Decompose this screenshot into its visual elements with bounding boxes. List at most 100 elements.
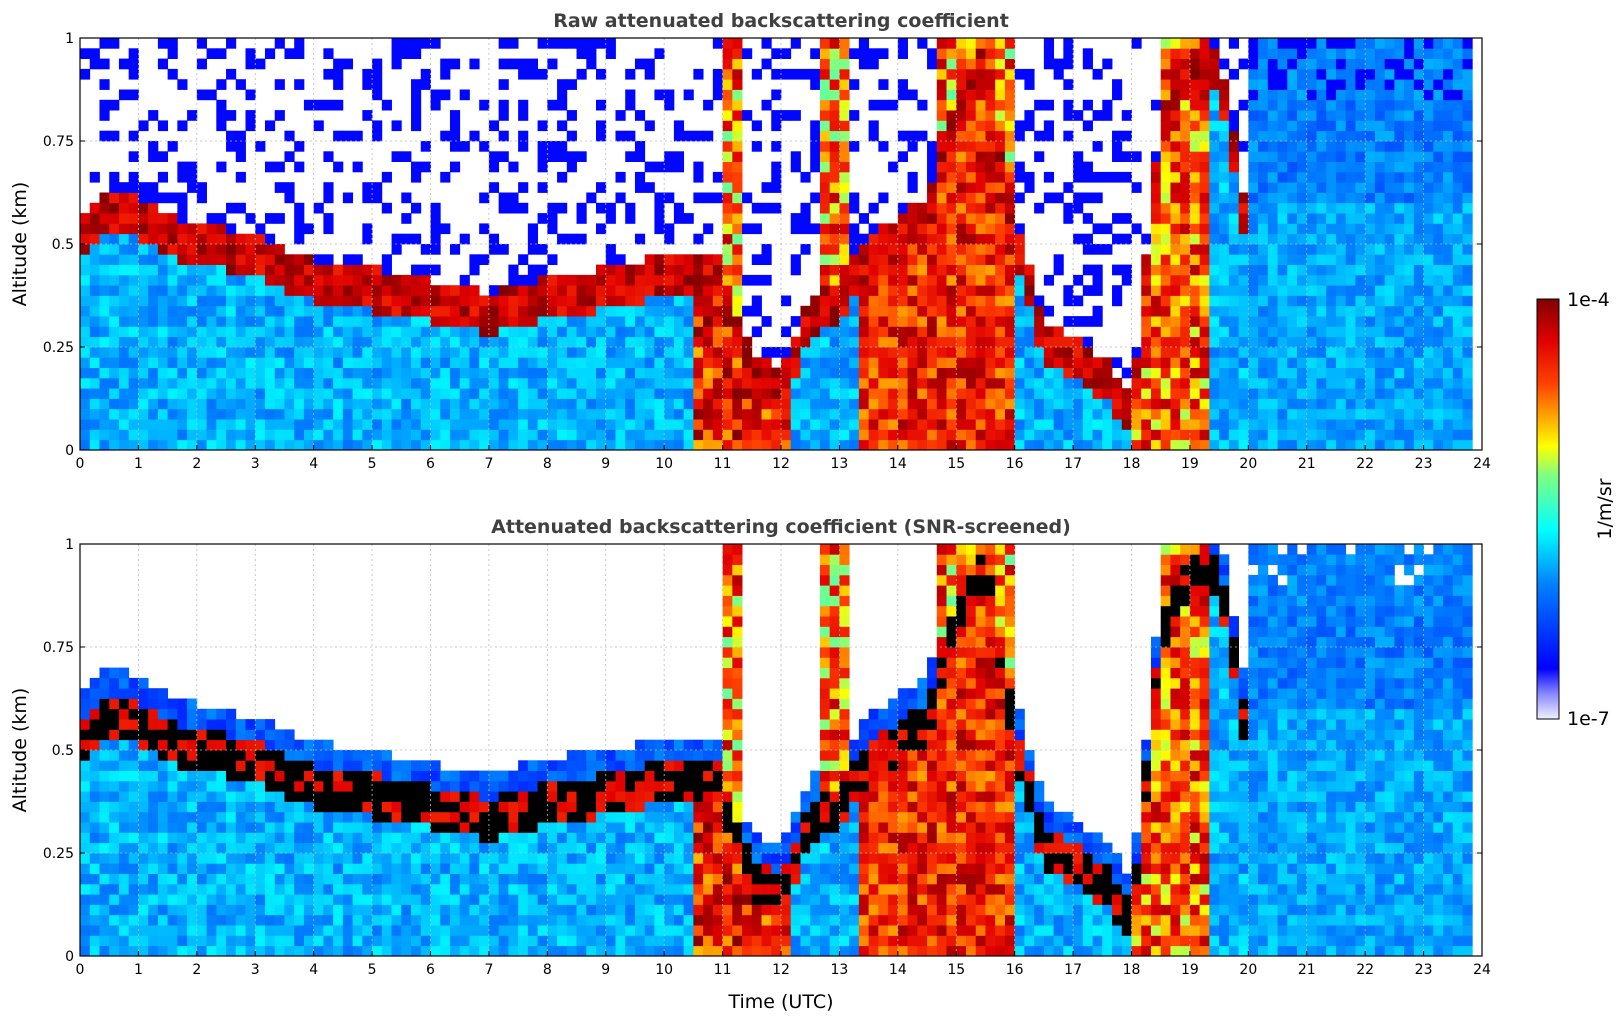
heatmap-cell [839,79,850,90]
heatmap-cell [294,935,305,947]
heatmap-cell [936,99,947,111]
heatmap-cell [99,925,110,936]
heatmap-cell [557,151,568,162]
heatmap-cell [1121,110,1132,121]
heatmap-cell [109,295,120,307]
heatmap-cell [849,408,860,420]
heatmap-cell [342,336,354,348]
heatmap-cell [927,357,938,368]
heatmap-cell [829,439,840,451]
heatmap-cell [1297,316,1308,327]
heatmap-cell [557,120,568,132]
heatmap-cell [936,274,947,286]
heatmap-cell [196,336,207,348]
heatmap-cell [586,38,597,49]
heatmap-cell [800,244,811,255]
heatmap-cell [1287,38,1298,49]
heatmap-cell [196,780,207,792]
heatmap-cell [1121,274,1132,286]
heatmap-cell [391,38,402,49]
heatmap-cell [1258,151,1269,162]
heatmap-cell [1141,347,1152,358]
heatmap-cell [781,419,792,430]
heatmap-cell [1073,233,1084,245]
heatmap-cell [80,698,91,710]
heatmap-cell [1267,89,1278,101]
heatmap-cell [722,336,733,348]
heatmap-cell [576,326,587,338]
heatmap-cell [1355,377,1366,389]
heatmap-cell [187,698,198,710]
heatmap-cell [1345,233,1356,245]
heatmap-cell [255,398,266,410]
heatmap-cell [1443,141,1454,152]
heatmap-cell [99,357,110,368]
heatmap-cell [995,254,1006,265]
heatmap-cell [566,316,577,327]
heatmap-cell [693,233,704,245]
heatmap-cell [537,182,548,193]
heatmap-cell [1248,439,1259,451]
heatmap-cell [644,120,655,132]
heatmap-cell [1365,274,1376,286]
heatmap-cell [596,398,607,410]
heatmap-cell [1043,408,1055,420]
heatmap-cell [274,822,285,833]
heatmap-cell [1423,264,1434,276]
heatmap-cell [303,429,315,441]
heatmap-cell [1258,182,1269,193]
y-axis-ticks: 00.250.50.751 [43,31,1482,459]
heatmap-cell [177,883,188,895]
heatmap-cell [177,79,188,90]
heatmap-cell [888,316,899,327]
heatmap-cell [1112,130,1123,142]
heatmap-cell [1014,388,1025,399]
y-tick-label: 0.5 [52,237,74,253]
heatmap-cell [1112,151,1123,162]
heatmap-cell [1199,419,1210,430]
heatmap-cell [226,770,237,782]
heatmap-cell [157,811,169,823]
heatmap-cell [693,130,704,142]
heatmap-cell [1462,377,1473,389]
heatmap-cell [849,326,860,338]
heatmap-cell [235,770,246,782]
heatmap-cell [99,883,110,895]
heatmap-cell [634,316,646,327]
heatmap-cell [1199,192,1210,204]
heatmap-cell [177,161,188,173]
heatmap-cell [1189,89,1201,101]
heatmap-cell [927,254,938,265]
heatmap-cell [1335,274,1347,286]
heatmap-cell [1394,38,1405,49]
heatmap-cell [557,388,568,399]
heatmap-cell [936,326,947,338]
heatmap-cell [557,316,568,327]
heatmap-cell [956,99,967,111]
heatmap-cell [235,842,246,854]
heatmap-cell [138,708,149,720]
heatmap-cell [274,398,285,410]
heatmap-cell [313,326,324,338]
heatmap-cell [1219,367,1230,379]
heatmap-cell [965,398,977,410]
heatmap-cell [411,305,422,317]
heatmap-cell [1316,89,1327,101]
heatmap-cell [1316,48,1327,59]
heatmap-cell [654,388,665,399]
heatmap-cell [245,398,256,410]
heatmap-cell [440,357,451,368]
heatmap-cell [245,914,256,926]
heatmap-cell [1335,182,1347,193]
heatmap-cell [1413,264,1424,276]
heatmap-cell [625,151,636,162]
heatmap-cell [781,398,792,410]
heatmap-cell [1160,68,1171,80]
heatmap-cell [965,68,977,80]
heatmap-cell [1297,182,1308,193]
heatmap-cell [167,914,178,926]
heatmap-cell [1219,130,1230,142]
heatmap-cell [284,945,295,957]
heatmap-cell [878,223,889,235]
heatmap-cell [985,336,996,348]
